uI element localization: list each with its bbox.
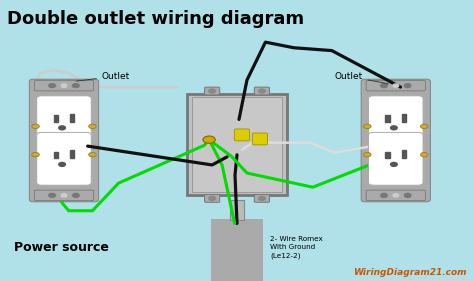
Circle shape [404,193,411,197]
FancyBboxPatch shape [361,79,430,202]
FancyBboxPatch shape [252,133,267,145]
Circle shape [391,126,397,130]
Bar [192,97,282,192]
Circle shape [404,84,411,88]
Bar [402,150,406,158]
Circle shape [364,152,371,157]
FancyBboxPatch shape [35,80,94,91]
Bar [54,115,58,122]
Circle shape [393,84,399,87]
FancyBboxPatch shape [254,87,269,95]
Text: WiringDiagram21.com: WiringDiagram21.com [354,268,467,277]
Bar [70,150,74,158]
Circle shape [61,194,67,197]
Circle shape [32,124,39,129]
Circle shape [61,84,67,87]
FancyBboxPatch shape [234,129,250,141]
Text: Power source: Power source [14,241,109,254]
Text: Outlet: Outlet [76,72,130,81]
Circle shape [381,193,387,197]
Circle shape [259,196,265,200]
Circle shape [209,196,215,200]
Circle shape [49,193,55,197]
Text: Outlet: Outlet [334,72,388,84]
FancyBboxPatch shape [37,132,91,185]
FancyBboxPatch shape [366,190,425,201]
Bar [385,115,390,122]
Bar [187,94,287,195]
FancyBboxPatch shape [254,194,269,202]
Circle shape [391,162,397,166]
Bar [385,151,390,158]
FancyBboxPatch shape [368,132,423,185]
FancyBboxPatch shape [35,190,94,201]
Circle shape [393,194,399,197]
Circle shape [89,152,96,157]
Bar [70,114,74,122]
FancyBboxPatch shape [368,96,423,149]
Circle shape [73,84,79,88]
Circle shape [259,89,265,93]
Circle shape [59,126,65,130]
FancyBboxPatch shape [205,194,219,202]
Circle shape [49,84,55,88]
Circle shape [32,152,39,157]
FancyBboxPatch shape [37,96,91,149]
Bar [230,200,244,220]
Circle shape [209,89,215,93]
Bar [54,151,58,158]
Circle shape [420,152,428,157]
FancyBboxPatch shape [205,87,219,95]
Text: Double outlet wiring diagram: Double outlet wiring diagram [7,10,304,28]
Circle shape [89,124,96,129]
Text: 2- Wire Romex
With Ground
(Le12-2): 2- Wire Romex With Ground (Le12-2) [270,236,323,259]
Circle shape [364,124,371,129]
FancyBboxPatch shape [366,80,425,91]
Circle shape [381,84,387,88]
Circle shape [420,124,428,129]
Circle shape [73,193,79,197]
FancyBboxPatch shape [29,79,99,202]
Bar [211,219,263,281]
Circle shape [59,162,65,166]
Bar [402,114,406,122]
Circle shape [203,136,215,143]
